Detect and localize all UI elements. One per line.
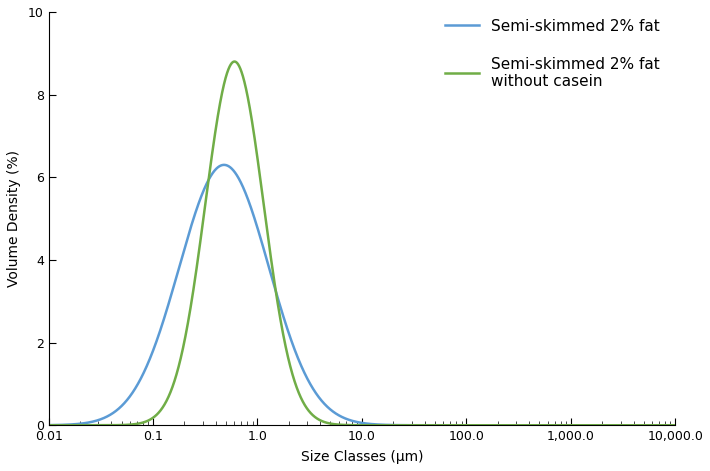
Semi-skimmed 2% fat <box>415 422 424 428</box>
Semi-skimmed 2% fat <box>442 422 451 428</box>
Semi-skimmed 2% fat
without casein <box>76 422 84 428</box>
Semi-skimmed 2% fat <box>271 287 280 293</box>
Line: Semi-skimmed 2% fat
without casein: Semi-skimmed 2% fat without casein <box>48 62 675 425</box>
Semi-skimmed 2% fat <box>509 422 518 428</box>
Semi-skimmed 2% fat <box>220 162 229 168</box>
Semi-skimmed 2% fat
without casein <box>44 422 53 428</box>
Semi-skimmed 2% fat
without casein <box>230 59 239 65</box>
Semi-skimmed 2% fat
without casein <box>509 422 518 428</box>
Y-axis label: Volume Density (%): Volume Density (%) <box>7 150 21 287</box>
Semi-skimmed 2% fat <box>542 422 551 428</box>
Semi-skimmed 2% fat
without casein <box>671 422 679 428</box>
Semi-skimmed 2% fat <box>44 422 53 428</box>
Semi-skimmed 2% fat
without casein <box>271 287 280 292</box>
Semi-skimmed 2% fat
without casein <box>542 422 551 428</box>
Semi-skimmed 2% fat
without casein <box>415 422 424 428</box>
Semi-skimmed 2% fat <box>76 421 84 427</box>
Line: Semi-skimmed 2% fat: Semi-skimmed 2% fat <box>48 165 675 425</box>
X-axis label: Size Classes (μm): Size Classes (μm) <box>300 450 423 464</box>
Semi-skimmed 2% fat
without casein <box>442 422 451 428</box>
Legend: Semi-skimmed 2% fat, Semi-skimmed 2% fat
without casein: Semi-skimmed 2% fat, Semi-skimmed 2% fat… <box>437 11 667 97</box>
Semi-skimmed 2% fat <box>671 422 679 428</box>
